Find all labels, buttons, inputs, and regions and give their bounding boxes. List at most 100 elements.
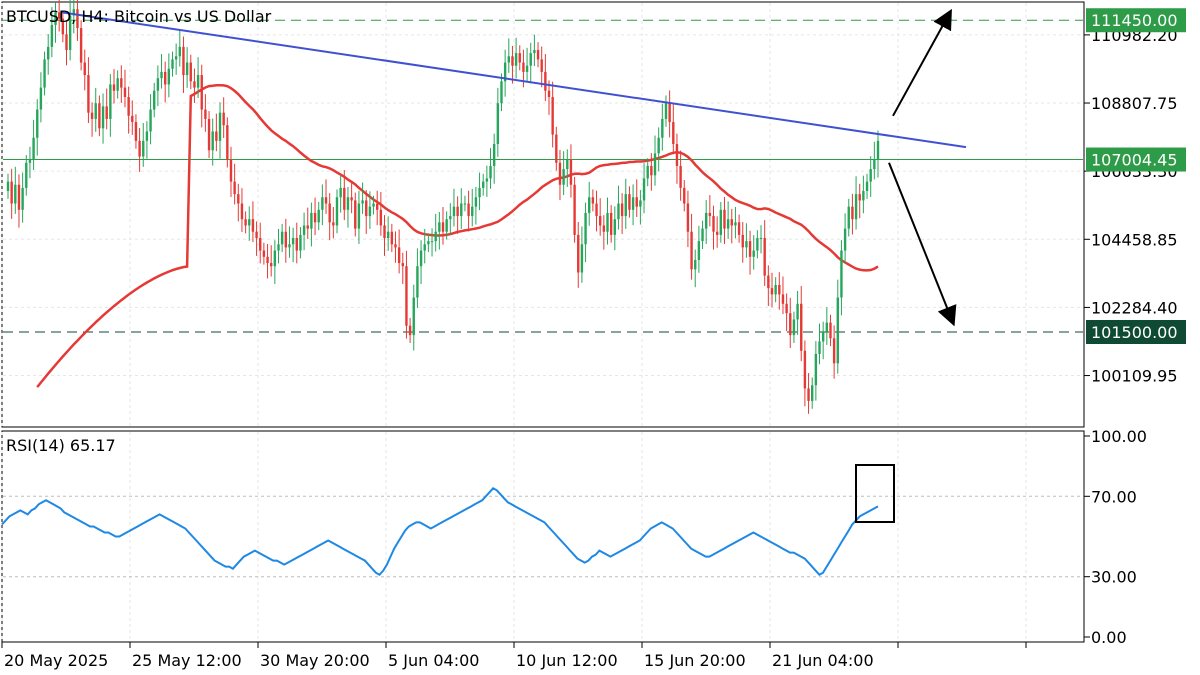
candle-body — [825, 322, 829, 332]
candle-body — [98, 103, 101, 129]
candle-body — [361, 200, 364, 204]
candle-body — [690, 231, 693, 270]
candle-body — [584, 212, 587, 245]
candle-body — [6, 181, 10, 191]
candle-body — [851, 206, 854, 220]
candle-body — [112, 84, 116, 91]
candle-body — [789, 313, 792, 336]
candle-body — [204, 109, 207, 119]
candle-body — [609, 212, 613, 235]
candle-body — [354, 200, 357, 229]
candle-body — [284, 231, 288, 248]
candle-body — [372, 203, 375, 207]
candle-body — [43, 59, 46, 88]
candle-body — [463, 203, 467, 205]
candle-body — [558, 162, 562, 185]
candle-body — [390, 231, 394, 245]
candle-body — [551, 97, 554, 135]
candle-body — [456, 206, 459, 217]
candle-body — [153, 90, 156, 110]
candle-body — [379, 209, 383, 226]
candle-body — [595, 203, 598, 217]
candle-body — [430, 241, 434, 243]
candle-body — [452, 206, 456, 217]
candle-body — [836, 297, 839, 364]
rsi-line — [1, 487, 879, 576]
candle-body — [503, 62, 507, 82]
price-level-text: 107004.45 — [1091, 151, 1178, 170]
candle-body — [653, 153, 657, 176]
candle-body — [511, 56, 514, 66]
price-level-tag — [1086, 8, 1186, 33]
candle-body — [807, 388, 810, 401]
candle-body — [661, 118, 664, 138]
candle-body — [482, 181, 485, 188]
candle-body — [697, 241, 701, 260]
candle-body — [90, 112, 94, 119]
rsi-series — [1, 464, 895, 576]
candle-body — [244, 219, 247, 226]
x-tick-label: 5 Jun 04:00 — [388, 651, 479, 670]
candle-body — [94, 103, 97, 119]
candle-body — [598, 216, 602, 226]
candle-body — [68, 15, 72, 50]
candle-body — [50, 24, 54, 47]
price-level-tag — [1086, 320, 1186, 344]
x-tick-label: 25 May 12:00 — [132, 651, 242, 670]
candle-body — [163, 71, 167, 85]
candle-body — [840, 250, 843, 298]
candle-body — [123, 87, 127, 97]
projection-arrows — [888, 8, 957, 327]
arrow-down — [888, 162, 957, 327]
candle-body — [821, 332, 825, 342]
axes: 20 May 2025 25 May 12:00 30 May 20:00 5 Jun… — [1, 8, 1186, 670]
candle-body — [639, 200, 642, 207]
candle-body — [101, 106, 105, 129]
candle-body — [496, 103, 500, 144]
rsi-tick-label: 0.00 — [1091, 628, 1127, 647]
candle-body — [467, 203, 470, 217]
candle-body — [540, 59, 543, 72]
x-tick-label: 21 Jun 04:00 — [772, 651, 874, 670]
candle-body — [734, 222, 737, 226]
candle-body — [832, 338, 836, 364]
candle-body — [240, 203, 244, 220]
candle-body — [116, 78, 119, 91]
x-tick-label: 10 Jun 12:00 — [516, 651, 618, 670]
candle-body — [438, 222, 441, 232]
candle-body — [712, 216, 715, 232]
candle-body — [854, 194, 858, 220]
trendline — [61, 11, 967, 149]
candle-body — [602, 225, 606, 232]
candle-body — [847, 206, 850, 229]
candle-body — [642, 178, 646, 201]
candle-body — [748, 241, 752, 257]
rsi-title: RSI(14) 65.17 — [6, 436, 116, 455]
candle-body — [328, 203, 331, 223]
candle-body — [120, 78, 123, 88]
candle-body — [211, 131, 214, 151]
candle-body — [226, 125, 229, 160]
candle-body — [628, 194, 631, 210]
candle-body — [675, 144, 679, 166]
candle-body — [646, 165, 649, 179]
candle-body — [800, 303, 803, 351]
candle-body — [386, 231, 390, 238]
candle-body — [145, 131, 149, 141]
candle-body — [449, 216, 452, 220]
candle-body — [32, 137, 35, 160]
candle-body — [624, 194, 627, 217]
candle-body — [65, 34, 68, 50]
candle-body — [730, 219, 733, 226]
candle-body — [233, 181, 236, 195]
candle-body — [288, 244, 291, 248]
candle-body — [335, 197, 339, 226]
trendline — [61, 11, 967, 149]
candle-body — [368, 206, 372, 217]
candle-body — [313, 212, 317, 223]
candle-body — [280, 231, 284, 245]
x-tick-label: 20 May 2025 — [4, 651, 108, 670]
price-level-tag — [1086, 147, 1186, 172]
candle-body — [39, 87, 43, 110]
candle-body — [803, 350, 807, 389]
